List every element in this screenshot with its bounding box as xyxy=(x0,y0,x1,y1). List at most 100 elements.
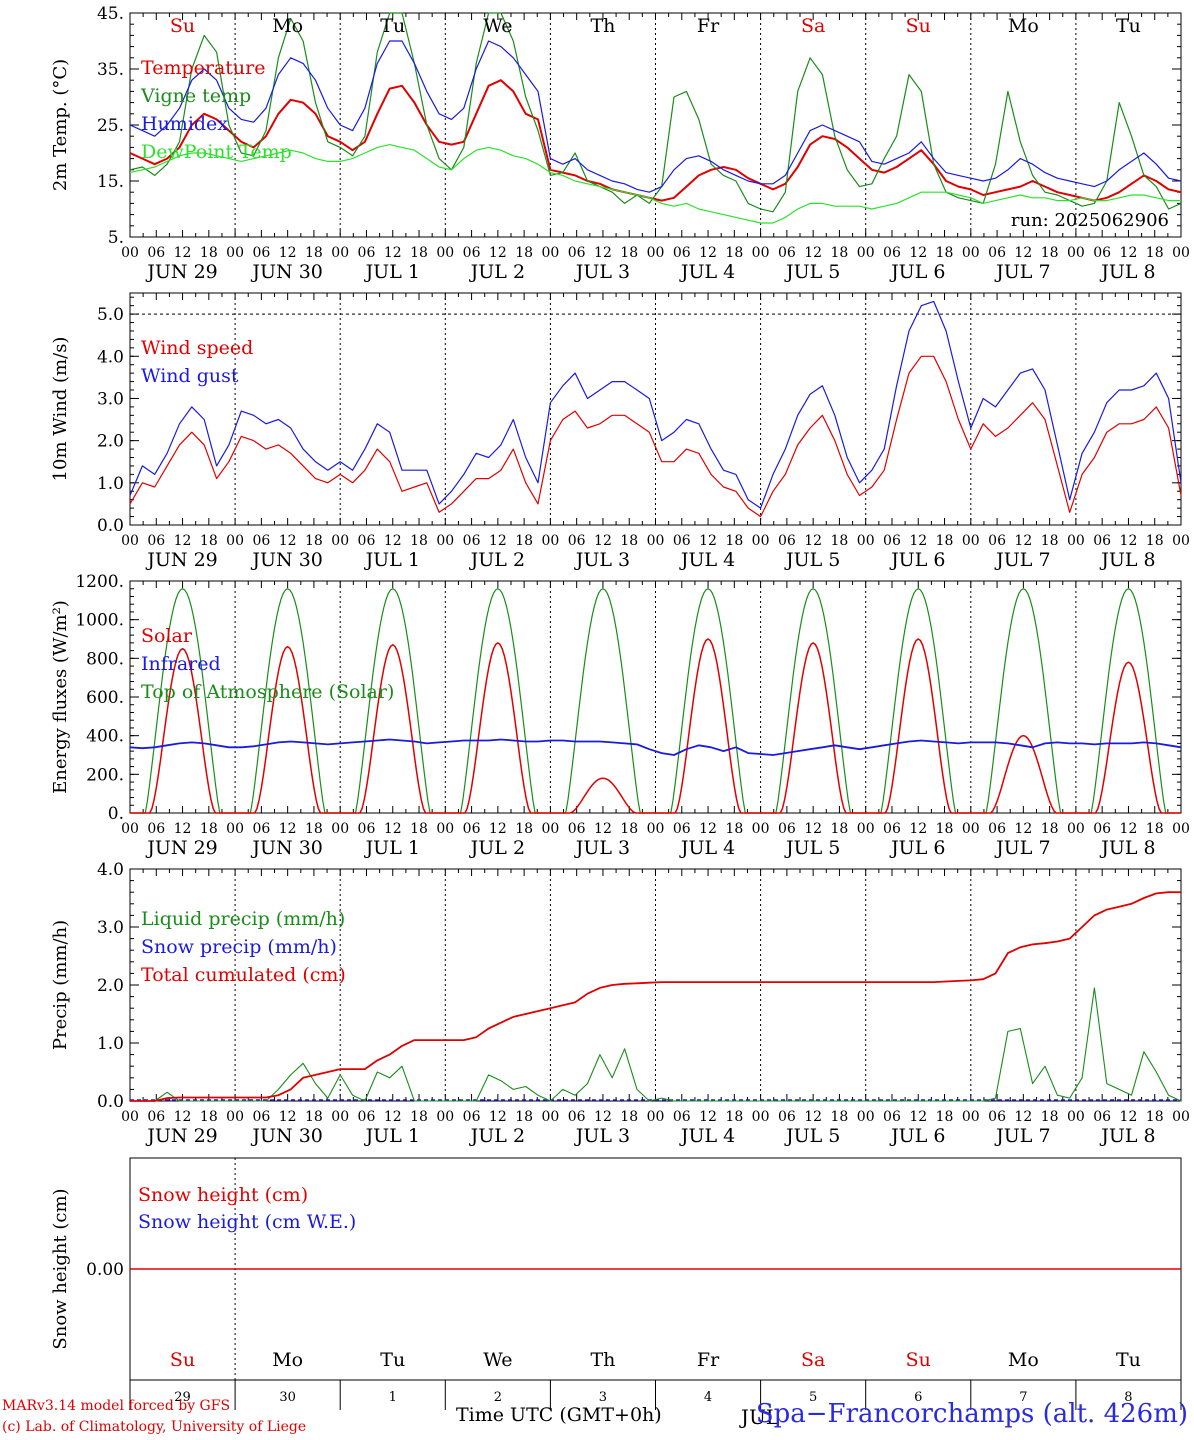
legend-entry: Snow precip (mm/h) xyxy=(141,936,337,958)
series-humidex xyxy=(129,40,1182,193)
hour-label: 12 xyxy=(594,821,612,837)
panel-wind xyxy=(129,292,1182,526)
hour-label: 00 xyxy=(752,821,770,837)
hour-label: 06 xyxy=(463,245,481,261)
hour-label: 12 xyxy=(1120,533,1138,549)
hour-label: 00 xyxy=(647,533,665,549)
date-label: JUN 30 xyxy=(250,261,322,283)
hour-label: 18 xyxy=(410,821,428,837)
hour-label: 06 xyxy=(147,1109,165,1125)
time-axis-title: Time UTC (GMT+0h) xyxy=(456,1404,662,1426)
date-label: JUL 3 xyxy=(574,261,630,283)
y-axis-title: Energy fluxes (W/m²) xyxy=(50,600,71,794)
hour-label: 18 xyxy=(936,1109,954,1125)
series-temperature xyxy=(129,79,1182,202)
panel-temperature xyxy=(129,12,1182,238)
hour-label: 12 xyxy=(804,821,822,837)
hour-label: 18 xyxy=(620,533,638,549)
hour-label: 18 xyxy=(1146,821,1164,837)
date-label: JUL 1 xyxy=(364,837,420,859)
y-tick-label: 4.0 xyxy=(97,860,124,880)
hour-label: 00 xyxy=(436,1109,454,1125)
overlap-month-label: JUL xyxy=(739,1405,779,1429)
hour-label: 18 xyxy=(305,533,323,549)
hour-label: 18 xyxy=(515,533,533,549)
hour-label: 18 xyxy=(200,245,218,261)
hour-label: 18 xyxy=(936,821,954,837)
hour-label: 06 xyxy=(463,533,481,549)
date-label: JUL 8 xyxy=(1099,837,1155,859)
bottom-day-number: 29 xyxy=(174,1390,191,1405)
series-wind-speed xyxy=(129,355,1182,518)
hour-label: 18 xyxy=(725,821,743,837)
y-tick-label: 400. xyxy=(86,727,124,747)
hour-label: 18 xyxy=(936,245,954,261)
hour-label: 00 xyxy=(226,821,244,837)
hour-label: 00 xyxy=(541,821,559,837)
hour-label: 18 xyxy=(831,1109,849,1125)
run-annotation: run: 2025062906 xyxy=(1011,210,1169,231)
y-tick-label: 3.0 xyxy=(97,389,124,409)
y-tick-label: 0.0 xyxy=(97,516,124,536)
y-tick-label: 1.0 xyxy=(97,474,124,494)
hour-label: 12 xyxy=(174,533,192,549)
series-dewpoint-temp xyxy=(129,144,1181,224)
model-credit: MARv3.14 model forced by GFS xyxy=(2,1398,231,1414)
date-label: JUL 5 xyxy=(784,1125,840,1147)
hour-label: 06 xyxy=(1093,533,1111,549)
hour-label: 12 xyxy=(1014,245,1032,261)
date-label: JUL 8 xyxy=(1099,261,1155,283)
hour-label: 00 xyxy=(226,245,244,261)
bottom-day-number: 4 xyxy=(704,1390,712,1405)
hour-label: 12 xyxy=(594,533,612,549)
hour-label: 12 xyxy=(1014,533,1032,549)
hour-label: 18 xyxy=(725,245,743,261)
y-tick-label: 15. xyxy=(97,172,124,192)
hour-label: 00 xyxy=(226,1109,244,1125)
weekday-label: Su xyxy=(906,15,931,37)
hour-label: 12 xyxy=(384,821,402,837)
hour-label: 00 xyxy=(1067,821,1085,837)
date-label: JUL 2 xyxy=(469,1125,525,1147)
hour-label: 12 xyxy=(1014,1109,1032,1125)
date-label: JUL 7 xyxy=(994,261,1050,283)
hour-label: 18 xyxy=(305,1109,323,1125)
date-label: JUL 7 xyxy=(994,837,1050,859)
weekday-label: Fr xyxy=(697,15,720,37)
weekday-label: Th xyxy=(590,15,615,37)
hour-label: 00 xyxy=(121,533,139,549)
date-label: JUL 4 xyxy=(679,549,735,571)
hour-label: 18 xyxy=(1146,533,1164,549)
hour-label: 00 xyxy=(436,821,454,837)
hour-label: 12 xyxy=(1120,245,1138,261)
date-label: JUL 3 xyxy=(574,549,630,571)
date-label: JUL 6 xyxy=(889,1125,945,1147)
hour-label: 00 xyxy=(857,821,875,837)
date-label: JUN 30 xyxy=(250,837,322,859)
hour-label: 00 xyxy=(1172,533,1190,549)
hour-label: 06 xyxy=(883,533,901,549)
y-axis-title: 2m Temp. (°C) xyxy=(50,59,71,191)
hour-label: 18 xyxy=(831,245,849,261)
y-tick-label: 1.0 xyxy=(97,1034,124,1054)
hour-label: 12 xyxy=(804,1109,822,1125)
y-tick-label: 1000. xyxy=(75,611,124,631)
date-label: JUL 4 xyxy=(679,261,735,283)
legend-entry: DewPoint Temp xyxy=(141,141,292,163)
hour-label: 06 xyxy=(463,821,481,837)
hour-label: 00 xyxy=(331,245,349,261)
hour-label: 12 xyxy=(279,245,297,261)
legend-entry: Vigne temp xyxy=(140,85,251,107)
hour-label: 12 xyxy=(909,1109,927,1125)
hour-label: 12 xyxy=(699,1109,717,1125)
hour-label: 06 xyxy=(673,1109,691,1125)
bottom-day-number: 3 xyxy=(599,1390,607,1405)
hour-label: 06 xyxy=(252,245,270,261)
bottom-day-number: 6 xyxy=(914,1390,922,1405)
hour-label: 18 xyxy=(620,1109,638,1125)
hour-label: 12 xyxy=(489,245,507,261)
hour-label: 18 xyxy=(725,1109,743,1125)
hour-label: 18 xyxy=(936,533,954,549)
hour-label: 12 xyxy=(174,1109,192,1125)
